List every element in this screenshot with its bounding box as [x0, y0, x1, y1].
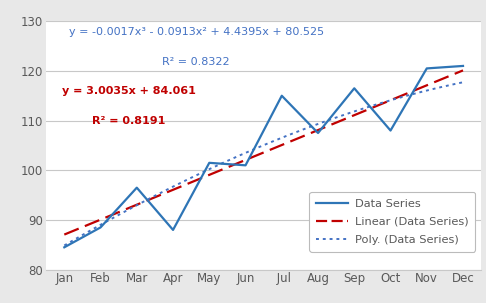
- Text: y = 3.0035x + 84.061: y = 3.0035x + 84.061: [62, 86, 196, 96]
- Text: R² = 0.8191: R² = 0.8191: [92, 116, 166, 126]
- Legend: Data Series, Linear (Data Series), Poly. (Data Series): Data Series, Linear (Data Series), Poly.…: [310, 192, 475, 251]
- Text: R² = 0.8322: R² = 0.8322: [162, 57, 230, 67]
- Text: y = -0.0017x³ - 0.0913x² + 4.4395x + 80.525: y = -0.0017x³ - 0.0913x² + 4.4395x + 80.…: [69, 28, 324, 38]
